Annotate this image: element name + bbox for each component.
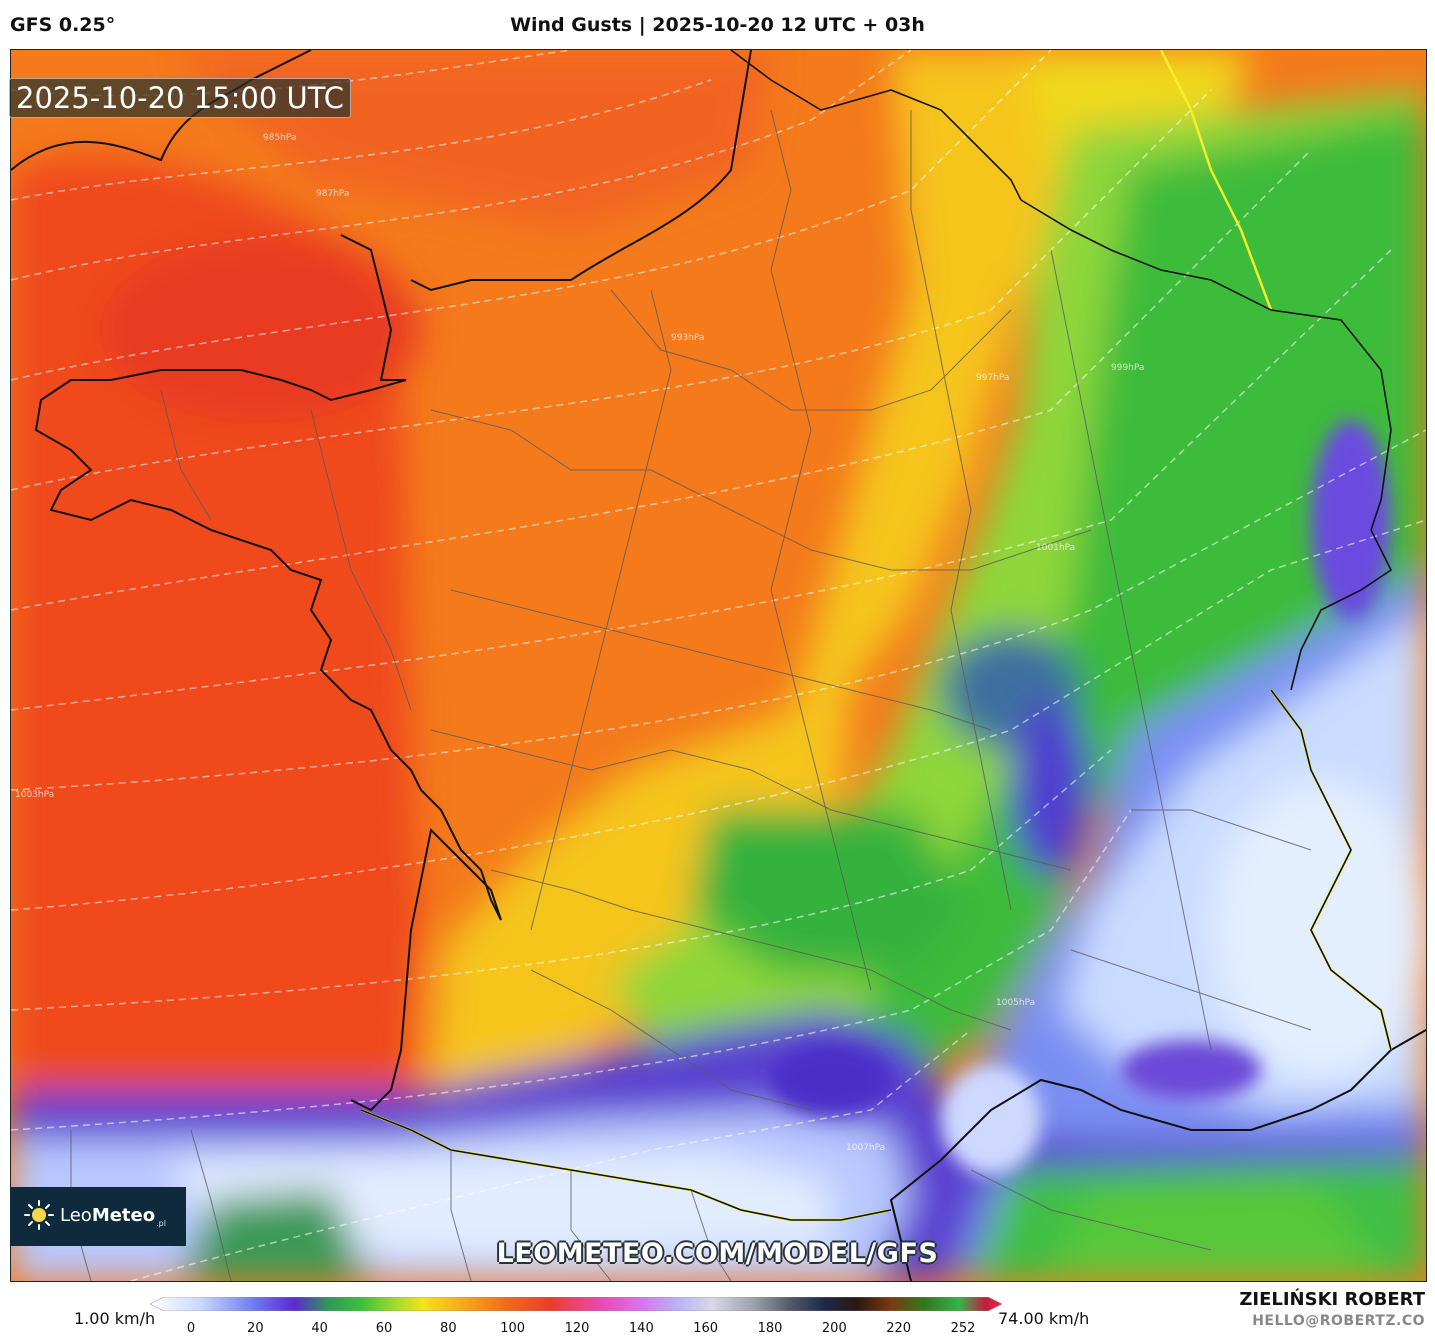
legend-tick-140: 140 bbox=[628, 1321, 654, 1336]
legend-tick-180: 180 bbox=[757, 1321, 783, 1336]
legend-tick-200: 200 bbox=[821, 1321, 847, 1336]
model-url-watermark: LEOMETEO.COM/MODEL/GFS bbox=[496, 1238, 939, 1269]
logo-wordmark: LeoMeteo.pl bbox=[60, 1205, 166, 1228]
isobar-label-985: 985hPa bbox=[263, 133, 296, 143]
color-scale-bar bbox=[150, 1297, 1002, 1311]
national-borders-dark bbox=[360, 50, 1393, 1221]
isobar-label-993: 993hPa bbox=[671, 333, 704, 343]
isobar-label-1003: 1003hPa bbox=[15, 790, 54, 800]
legend-tick-100: 100 bbox=[500, 1321, 526, 1336]
legend-tick-120: 120 bbox=[564, 1321, 590, 1336]
legend-tick-40: 40 bbox=[311, 1321, 328, 1336]
map-canvas: 985hPa 987hPa 993hPa 997hPa 999hPa 1001h… bbox=[11, 50, 1426, 1281]
legend-tick-20: 20 bbox=[247, 1321, 264, 1336]
wind-gust-map: 985hPa 987hPa 993hPa 997hPa 999hPa 1001h… bbox=[10, 49, 1427, 1282]
isobar-label-987: 987hPa bbox=[316, 189, 349, 199]
legend-tick-220: 220 bbox=[886, 1321, 912, 1336]
isobar-label-1001: 1001hPa bbox=[1036, 543, 1075, 553]
model-label: GFS 0.25° bbox=[10, 14, 116, 36]
legend-tick-60: 60 bbox=[375, 1321, 393, 1336]
author-credit: ZIELIŃSKI ROBERT bbox=[1239, 1289, 1425, 1310]
legend-tick-0: 0 bbox=[186, 1321, 196, 1336]
sun-icon bbox=[24, 1199, 54, 1234]
map-title: Wind Gusts | 2025-10-20 12 UTC + 03h bbox=[510, 14, 925, 36]
valid-time-badge: 2025-10-20 15:00 UTC bbox=[9, 78, 352, 118]
legend-tick-80: 80 bbox=[440, 1321, 457, 1336]
legend-max-label: 74.00 km/h bbox=[998, 1309, 1090, 1328]
isobar-label-997: 997hPa bbox=[976, 373, 1009, 383]
isobar-label-1005: 1005hPa bbox=[996, 998, 1035, 1008]
leometeo-logo: LeoMeteo.pl bbox=[10, 1187, 186, 1246]
legend-tick-160: 160 bbox=[693, 1321, 719, 1336]
regional-borders bbox=[70, 109, 1312, 1281]
isobar-label-1007: 1007hPa bbox=[846, 1143, 885, 1153]
author-email: HELLO@ROBERTZ.CO bbox=[1252, 1313, 1425, 1329]
legend-tick-252: 252 bbox=[950, 1321, 976, 1336]
isobar-labels: 985hPa 987hPa 993hPa 997hPa 999hPa 1001h… bbox=[15, 133, 1144, 1153]
legend-min-label: 1.00 km/h bbox=[74, 1309, 156, 1328]
isobar-label-999: 999hPa bbox=[1111, 363, 1144, 373]
